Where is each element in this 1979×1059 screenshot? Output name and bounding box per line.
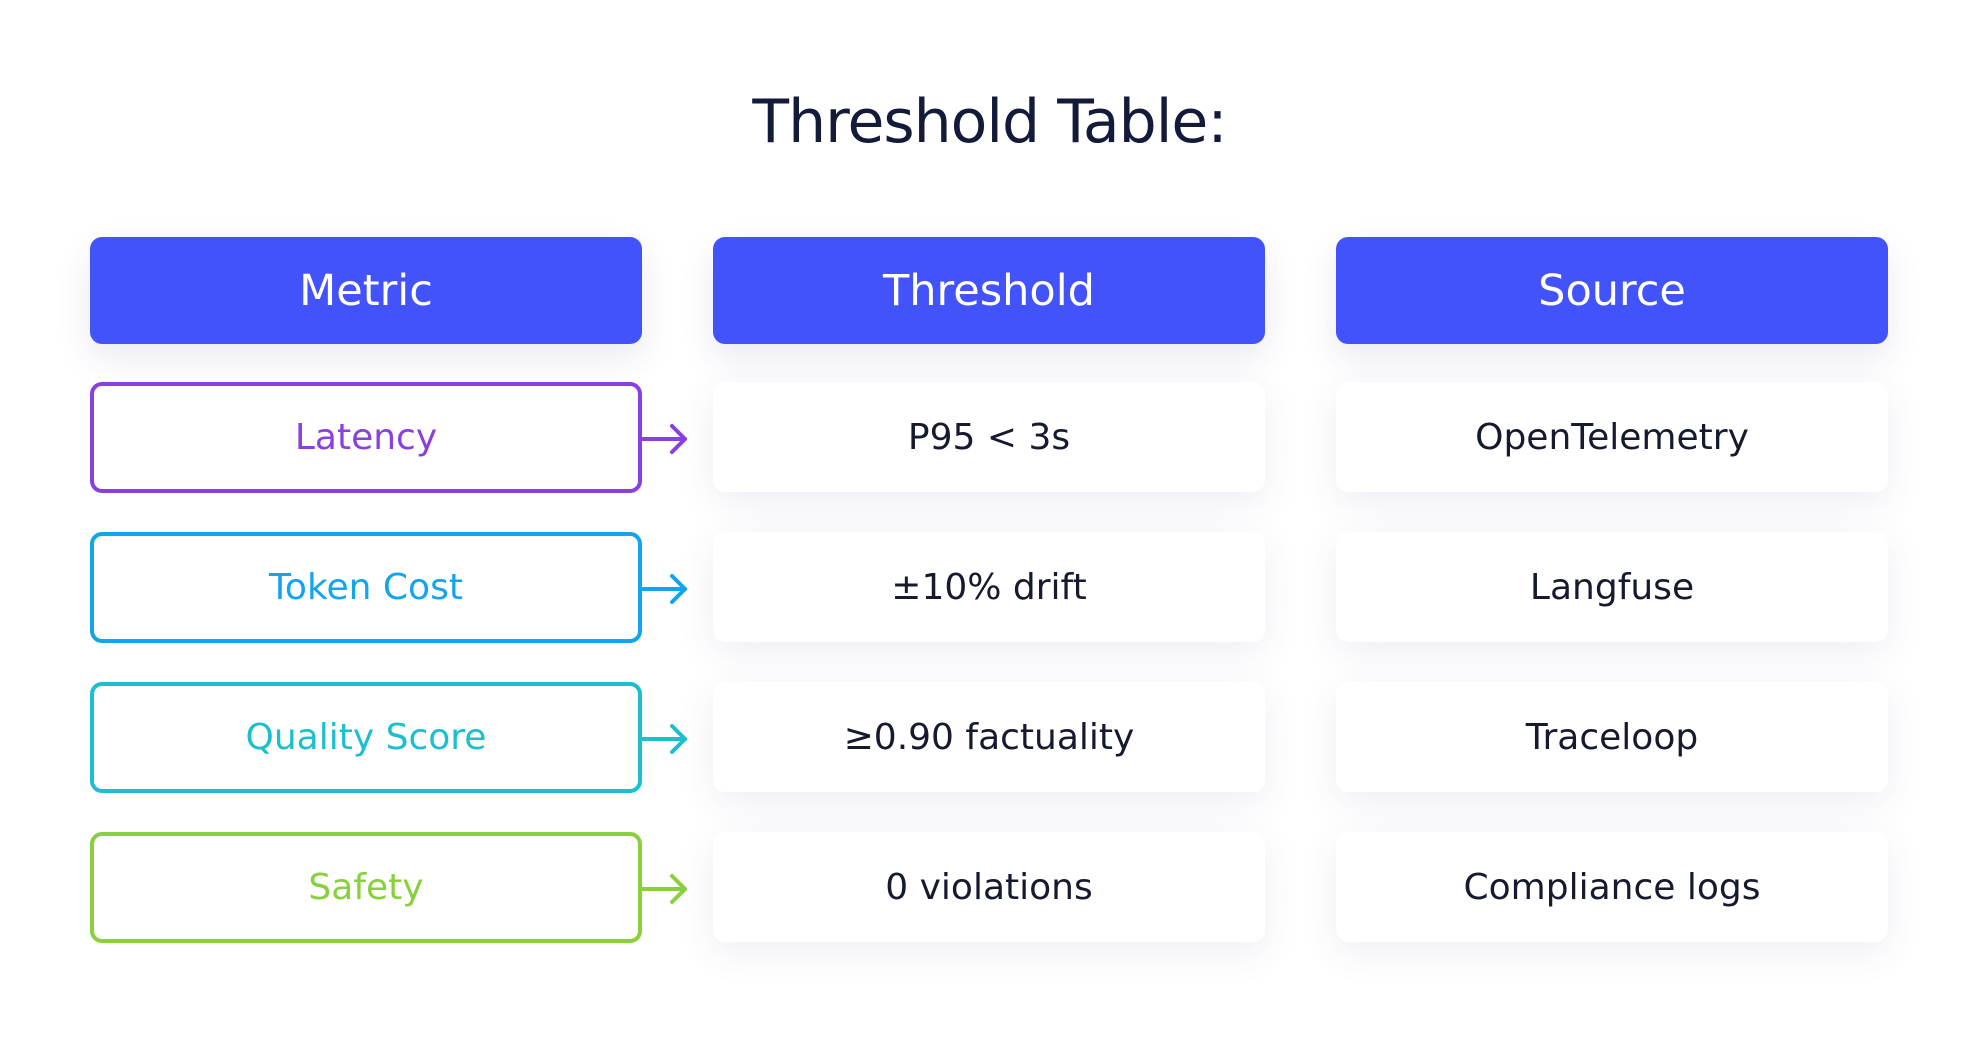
arrow-right-icon — [641, 724, 687, 754]
metric-safety: Safety — [90, 832, 642, 943]
arrow-right-icon — [641, 874, 687, 904]
header-metric: Metric — [90, 237, 642, 344]
threshold-cell: ±10% drift — [713, 532, 1265, 642]
header-threshold: Threshold — [713, 237, 1265, 344]
source-cell: Langfuse — [1336, 532, 1888, 642]
header-source: Source — [1336, 237, 1888, 344]
threshold-cell: ≥0.90 factuality — [713, 682, 1265, 792]
metric-token-cost: Token Cost — [90, 532, 642, 643]
page-title: Threshold Table: — [752, 87, 1227, 157]
threshold-cell: P95 < 3s — [713, 382, 1265, 492]
source-cell: Compliance logs — [1336, 832, 1888, 942]
metric-latency: Latency — [90, 382, 642, 493]
arrow-right-icon — [641, 424, 687, 454]
source-cell: OpenTelemetry — [1336, 382, 1888, 492]
source-cell: Traceloop — [1336, 682, 1888, 792]
metric-quality-score: Quality Score — [90, 682, 642, 793]
arrow-right-icon — [641, 574, 687, 604]
threshold-cell: 0 violations — [713, 832, 1265, 942]
